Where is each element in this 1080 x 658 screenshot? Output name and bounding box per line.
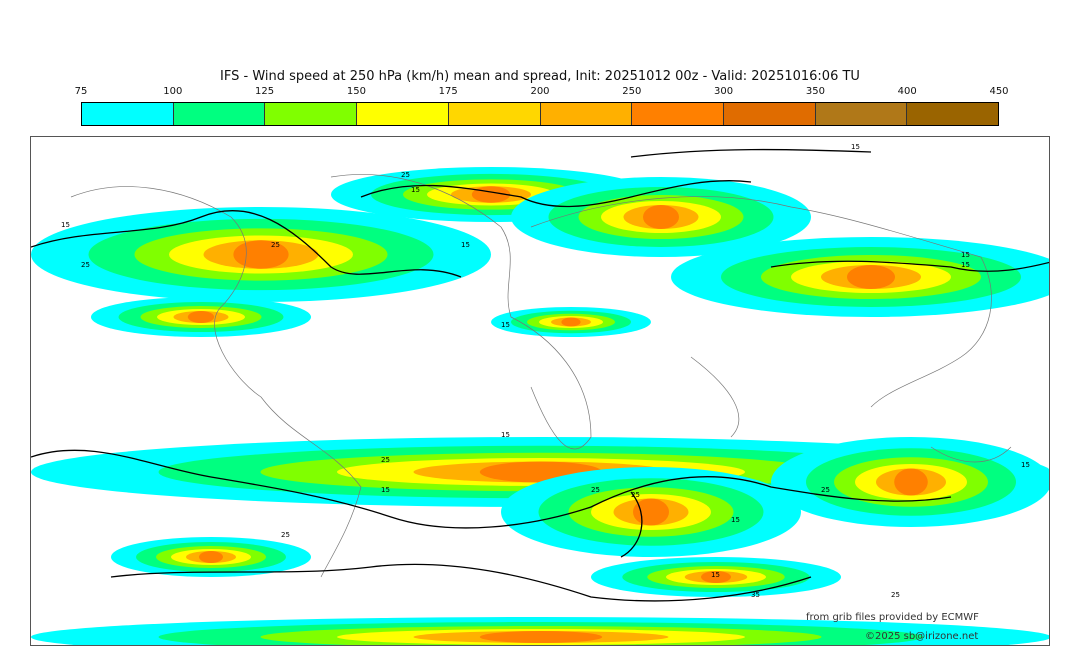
colorbar-tick-label: 75 bbox=[74, 86, 88, 97]
wind-speed-band bbox=[187, 311, 215, 323]
wind-speed-band bbox=[199, 551, 223, 563]
contour-label: 25 bbox=[381, 456, 390, 464]
contour-label: 15 bbox=[501, 321, 510, 329]
colorbar-tick-label: 125 bbox=[255, 86, 275, 97]
contour-label: 25 bbox=[891, 591, 900, 599]
contour-label: 15 bbox=[381, 486, 390, 494]
wind-speed-band bbox=[701, 571, 731, 583]
colorbar-segment bbox=[448, 103, 541, 125]
contour-label: 15 bbox=[731, 516, 740, 524]
wind-speed-band bbox=[894, 468, 928, 496]
contour-label: 15 bbox=[501, 431, 510, 439]
colorbar-segment bbox=[723, 103, 816, 125]
contour-label: 15 bbox=[851, 143, 860, 151]
colorbar-segment bbox=[82, 103, 174, 125]
contour-label: 15 bbox=[1021, 461, 1030, 469]
colorbar-segment bbox=[540, 103, 633, 125]
chart-title: IFS - Wind speed at 250 hPa (km/h) mean … bbox=[220, 69, 860, 84]
colorbar-tick-label: 175 bbox=[438, 86, 458, 97]
contour-label: 25 bbox=[401, 171, 410, 179]
contour-label: 25 bbox=[81, 261, 90, 269]
contour-label: 35 bbox=[751, 591, 760, 599]
contour-label: 25 bbox=[821, 486, 830, 494]
copyright-credit: ©2025 sb@irizone.net bbox=[865, 631, 979, 642]
wind-speed-band bbox=[233, 240, 289, 269]
colorbar-segment bbox=[357, 103, 449, 125]
colorbar-legend bbox=[81, 102, 999, 126]
mean-contours bbox=[31, 148, 1049, 602]
colorbar-tick-label: 100 bbox=[163, 86, 183, 97]
contour-label: 15 bbox=[461, 241, 470, 249]
map-canvas: 1525152515251515251525151525152515251525… bbox=[31, 143, 1049, 645]
colorbar-segment bbox=[265, 103, 358, 125]
colorbar-segment bbox=[907, 103, 999, 125]
jet-stream-bands bbox=[31, 167, 1049, 645]
colorbar-tick-label: 350 bbox=[805, 86, 825, 97]
wind-speed-map: 15 25 15 25 15 25 15 15 25 15 25 15 15 25 15 25 15 25 15 25… bbox=[30, 136, 1050, 646]
colorbar-segment bbox=[632, 103, 724, 125]
colorbar-tick-label: 400 bbox=[897, 86, 917, 97]
colorbar-tick-label: 450 bbox=[989, 86, 1009, 97]
wind-speed-band bbox=[561, 317, 581, 327]
contour-label: 25 bbox=[271, 241, 280, 249]
contour-label: 15 bbox=[61, 221, 70, 229]
contour-label: 15 bbox=[961, 251, 970, 259]
contour-label: 25 bbox=[591, 486, 600, 494]
colorbar-tick-label: 150 bbox=[346, 86, 366, 97]
contour-label: 15 bbox=[961, 261, 970, 269]
wind-speed-band bbox=[479, 631, 603, 643]
contour-label: 15 bbox=[411, 186, 420, 194]
colorbar-segment bbox=[173, 103, 266, 125]
wind-speed-band bbox=[847, 265, 895, 289]
coastlines bbox=[70, 174, 1012, 578]
contour-label: 25 bbox=[281, 531, 290, 539]
colorbar-tick-label: 200 bbox=[530, 86, 550, 97]
colorbar-segment bbox=[815, 103, 908, 125]
colorbar-tick-label: 300 bbox=[714, 86, 734, 97]
colorbar-ticks: 75 100 125 150 175 200 250 300 350 400 450 bbox=[75, 86, 1009, 100]
data-source-credit: from grib files provided by ECMWF bbox=[806, 612, 979, 623]
colorbar-tick-label: 250 bbox=[622, 86, 642, 97]
contour-label: 15 bbox=[711, 571, 720, 579]
contour-label: 25 bbox=[631, 491, 640, 499]
wind-speed-band bbox=[643, 205, 679, 229]
